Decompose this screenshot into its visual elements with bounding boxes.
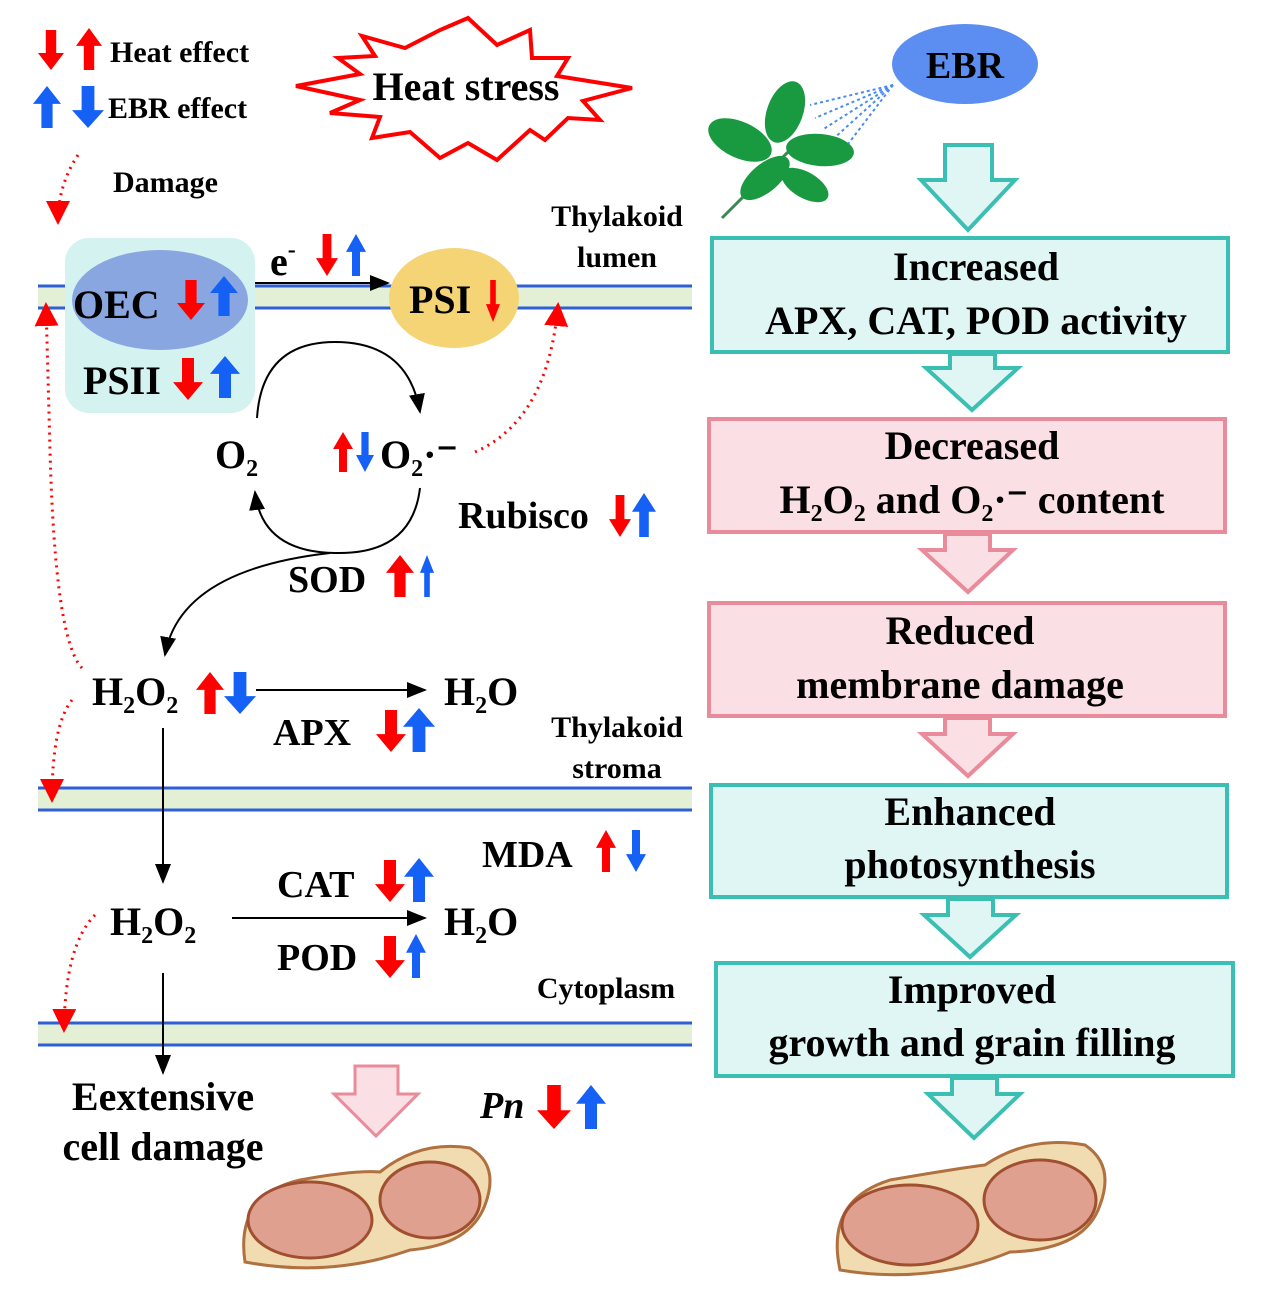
h2o-chloroplast-label: H₂O bbox=[444, 669, 518, 714]
h2o2-chloroplast-label: H₂O₂ bbox=[92, 669, 178, 714]
svg-text:photosynthesis: photosynthesis bbox=[844, 842, 1095, 887]
psii-label: PSII bbox=[83, 358, 161, 403]
flow-box-enhanced: Enhanced photosynthesis bbox=[709, 783, 1229, 899]
svg-text:Thylakoid: Thylakoid bbox=[551, 200, 683, 233]
cycle-top-arrow bbox=[256, 340, 425, 419]
cell-damage-label: Eextensive cell damage bbox=[62, 1074, 263, 1169]
cat-label: CAT bbox=[277, 864, 354, 906]
electron-heat-down-icon bbox=[316, 234, 338, 276]
oec-label: OEC bbox=[73, 282, 160, 327]
pn-heat-down-icon bbox=[537, 1085, 571, 1129]
svg-text:Eextensive: Eextensive bbox=[72, 1074, 254, 1119]
cytoplasm-label: Cytoplasm bbox=[537, 972, 675, 1005]
cat-ebr-up-icon bbox=[404, 858, 434, 902]
cytoplasm-membrane bbox=[38, 1021, 692, 1047]
legend: Heat effect EBR effect bbox=[33, 28, 249, 128]
heat-stress-burst-icon bbox=[295, 15, 633, 163]
svg-text:Thylakoid: Thylakoid bbox=[551, 711, 683, 744]
mda-ebr-down-icon bbox=[626, 830, 646, 872]
h2o2-cytoplasm-label: H₂O₂ bbox=[110, 899, 196, 944]
healthy-peanut-icon bbox=[835, 1141, 1107, 1277]
heat-up-arrow-icon bbox=[76, 28, 102, 70]
h2o2-membrane-damage-dotted-arrow bbox=[40, 699, 74, 803]
psi-ellipse bbox=[389, 248, 519, 348]
electron-label: e- bbox=[270, 237, 296, 284]
ebr-label: EBR bbox=[926, 45, 1005, 87]
svg-text:cell damage: cell damage bbox=[62, 1124, 263, 1169]
sod-to-h2o2-arrow bbox=[160, 552, 331, 657]
flow-box-improved: Improved growth and grain filling bbox=[714, 961, 1235, 1078]
thylakoid-stroma-membrane bbox=[38, 786, 692, 812]
h2o-cytoplasm-label: H₂O bbox=[444, 899, 518, 944]
flow-hollow-arrow-5 bbox=[923, 1076, 1025, 1141]
thylakoid-lumen-label: Thylakoid lumen bbox=[551, 200, 683, 274]
superoxide-ebr-down-icon bbox=[356, 432, 374, 472]
flow-hollow-arrow-2 bbox=[916, 532, 1019, 595]
flow-box-decreased: Decreased H₂O₂ and O₂·⁻ content bbox=[707, 417, 1227, 534]
ebr-ellipse bbox=[892, 24, 1038, 104]
legend-ebr-label: EBR effect bbox=[108, 92, 247, 125]
pod-ebr-up-icon bbox=[406, 934, 426, 978]
flow-hollow-arrow-4 bbox=[918, 897, 1022, 960]
h2o2-heat-up-icon bbox=[196, 672, 224, 714]
svg-text:stroma: stroma bbox=[572, 752, 661, 785]
superoxide-label: O₂·⁻ bbox=[380, 432, 458, 477]
svg-text:growth and grain filling: growth and grain filling bbox=[768, 1020, 1175, 1065]
pn-ebr-up-icon bbox=[576, 1085, 606, 1129]
legend-heat-label: Heat effect bbox=[110, 36, 249, 69]
svg-text:Improved: Improved bbox=[888, 967, 1056, 1012]
flow-hollow-arrow-1 bbox=[920, 352, 1024, 413]
h2o2-ebr-down-icon bbox=[224, 672, 256, 714]
superoxide-heat-up-icon bbox=[333, 432, 353, 472]
damage-label: Damage bbox=[113, 166, 218, 199]
svg-text:Decreased: Decreased bbox=[885, 423, 1060, 468]
flow-box-increased: Increased APX, CAT, POD activity bbox=[710, 236, 1230, 354]
apx-heat-down-icon bbox=[376, 710, 406, 752]
mda-label: MDA bbox=[482, 834, 573, 876]
sod-heat-up-icon bbox=[386, 555, 414, 597]
oec-ellipse bbox=[72, 250, 248, 350]
sod-label: SOD bbox=[288, 559, 366, 601]
spray-lines-icon bbox=[809, 84, 894, 149]
flow-box-reduced: Reduced membrane damage bbox=[707, 601, 1227, 718]
svg-text:Enhanced: Enhanced bbox=[884, 789, 1055, 834]
pink-hollow-arrow-icon bbox=[330, 1064, 422, 1139]
cytoplasm-damage-dotted-arrow bbox=[52, 913, 97, 1033]
svg-text:Increased: Increased bbox=[893, 244, 1059, 289]
thylakoid-stroma-label: Thylakoid stroma bbox=[551, 711, 683, 785]
ebr-down-arrow-icon bbox=[72, 86, 104, 128]
svg-text:APX, CAT, POD activity: APX, CAT, POD activity bbox=[765, 298, 1187, 343]
svg-text:lumen: lumen bbox=[577, 241, 657, 274]
heat-down-arrow-icon bbox=[38, 30, 64, 70]
o2-label: O₂ bbox=[215, 432, 258, 477]
sod-ebr-up-icon bbox=[420, 555, 434, 597]
apx-ebr-up-icon bbox=[403, 708, 435, 752]
svg-text:membrane damage: membrane damage bbox=[796, 662, 1124, 707]
pod-label: POD bbox=[277, 937, 357, 979]
flow-hollow-arrow-3 bbox=[916, 716, 1019, 779]
rubisco-ebr-up-icon bbox=[632, 493, 656, 537]
damaged-peanut-icon bbox=[242, 1144, 492, 1270]
mda-heat-up-icon bbox=[596, 830, 616, 872]
psi-label: PSI bbox=[409, 277, 471, 322]
apx-label: APX bbox=[273, 712, 351, 754]
flow-hollow-arrow-0 bbox=[916, 143, 1020, 233]
svg-text:H₂O₂ and O₂·⁻ content: H₂O₂ and O₂·⁻ content bbox=[780, 477, 1166, 522]
ebr-up-arrow-icon bbox=[33, 86, 61, 128]
rubisco-label: Rubisco bbox=[458, 495, 589, 537]
svg-text:Reduced: Reduced bbox=[886, 608, 1035, 653]
pn-label: Pn bbox=[479, 1085, 524, 1127]
cat-heat-down-icon bbox=[375, 860, 405, 902]
rubisco-heat-down-icon bbox=[609, 495, 631, 537]
leaf-icon bbox=[708, 81, 854, 220]
pod-heat-down-icon bbox=[375, 936, 405, 978]
cycle-bottom-arrow bbox=[249, 487, 421, 555]
heat-stress-label: Heat stress bbox=[373, 64, 560, 109]
damage-dotted-arrow bbox=[46, 154, 80, 225]
electron-ebr-up-icon bbox=[346, 234, 366, 276]
